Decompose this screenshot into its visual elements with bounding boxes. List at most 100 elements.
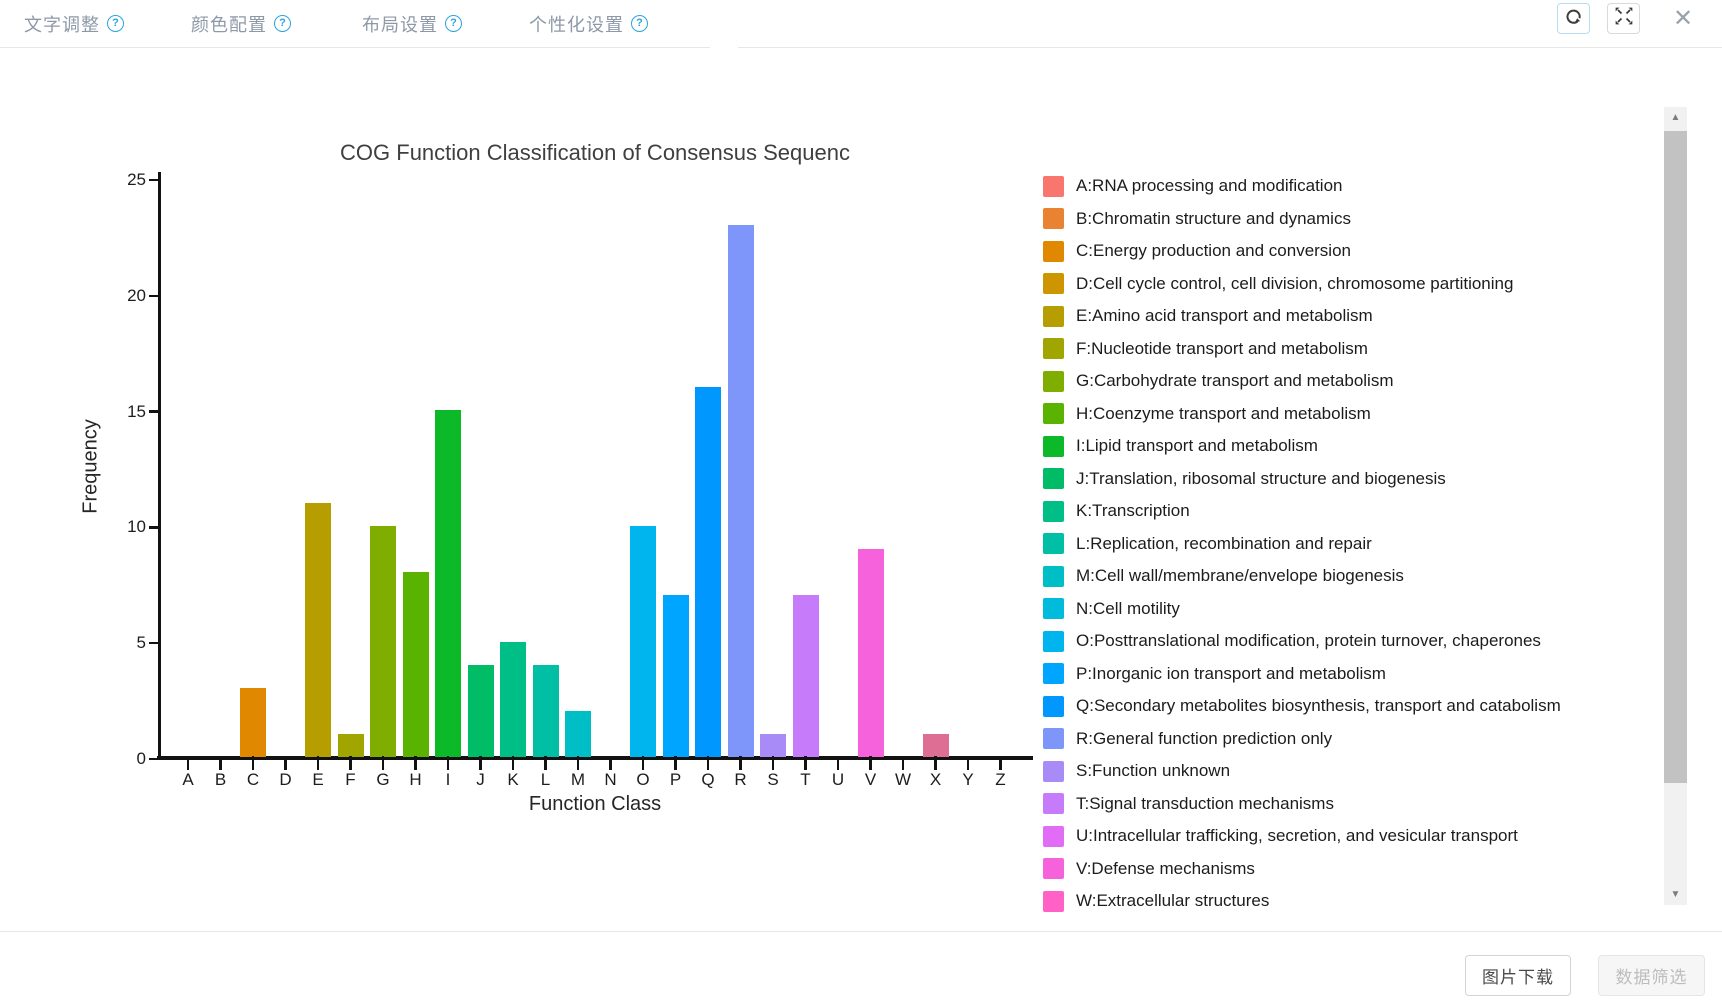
legend-item-J: J:Translation, ribosomal structure and b… <box>1043 463 1446 495</box>
legend-swatch-J <box>1043 468 1064 489</box>
bar-F <box>337 734 364 758</box>
legend-swatch-P <box>1043 663 1064 684</box>
legend-item-W: W:Extracellular structures <box>1043 885 1269 917</box>
x-category-label: E <box>312 770 324 789</box>
scroll-down-icon[interactable]: ▼ <box>1670 888 1681 900</box>
legend-swatch-S <box>1043 760 1064 782</box>
legend-swatch-F <box>1043 338 1064 359</box>
legend-item-U: U:Intracellular trafficking, secretion, … <box>1043 820 1518 852</box>
close-button[interactable]: ✕ <box>1668 3 1698 34</box>
legend-label: U:Intracellular trafficking, secretion, … <box>1076 826 1518 845</box>
help-icon[interactable]: ? <box>107 15 124 32</box>
legend-label: F:Nucleotide transport and metabolism <box>1076 338 1368 358</box>
menu-item-layout-settings-label: 布局设置 <box>362 14 438 35</box>
x-tick <box>901 756 905 770</box>
scroll-up-icon[interactable]: ▲ <box>1670 111 1681 123</box>
x-category-label: R <box>734 770 747 789</box>
legend-swatch-C <box>1043 240 1064 262</box>
x-category-label: Z <box>995 770 1006 789</box>
legend-item-B: B:Chromatin structure and dynamics <box>1043 203 1351 235</box>
x-tick <box>251 756 255 770</box>
bar-K <box>500 641 526 758</box>
x-tick <box>219 756 222 770</box>
legend-swatch-D <box>1043 273 1064 294</box>
legend-swatch-B <box>1043 208 1064 229</box>
bar-S <box>760 734 786 758</box>
legend-swatch-N <box>1043 598 1064 619</box>
x-tick <box>966 756 970 770</box>
y-tick <box>149 526 160 529</box>
legend-label: O:Posttranslational modification, protei… <box>1076 631 1541 650</box>
legend-label: R:General function prediction only <box>1076 728 1333 748</box>
x-tick <box>316 756 320 770</box>
menu-item-layout-settings[interactable]: 布局设置? <box>362 0 462 47</box>
bar-T <box>792 595 819 758</box>
x-category-label: W <box>894 770 912 789</box>
x-tick <box>284 756 287 770</box>
menu-item-personalization[interactable]: 个性化设置? <box>529 0 648 47</box>
data-filter-button: 数据筛选 <box>1598 955 1705 996</box>
legend-item-H: H:Coenzyme transport and metabolism <box>1043 398 1371 430</box>
x-tick <box>771 756 775 770</box>
legend-swatch-M <box>1043 565 1064 587</box>
bar-V <box>857 549 884 758</box>
x-tick <box>739 756 742 770</box>
legend-swatch-E <box>1043 305 1064 327</box>
help-icon[interactable]: ? <box>274 15 291 32</box>
toolbar-divider-gap <box>710 47 738 48</box>
y-tick-label: 20 <box>127 285 146 305</box>
legend-label: Q:Secondary metabolites biosynthesis, tr… <box>1076 696 1561 715</box>
legend-item-F: F:Nucleotide transport and metabolism <box>1043 333 1368 365</box>
legend-swatch-G <box>1043 370 1064 392</box>
x-tick <box>349 756 352 770</box>
x-axis-title: Function Class <box>528 793 662 815</box>
x-category-label: T <box>800 770 811 789</box>
x-category-label: V <box>864 770 877 789</box>
legend-swatch-R <box>1043 728 1064 749</box>
y-tick <box>149 294 160 298</box>
menu-item-text-adjust[interactable]: 文字调整? <box>24 0 124 47</box>
bar-O <box>630 525 656 758</box>
menu-item-color-config[interactable]: 颜色配置? <box>191 0 291 47</box>
legend-item-Q: Q:Secondary metabolites biosynthesis, tr… <box>1043 690 1561 722</box>
x-tick <box>869 756 872 770</box>
legend-label: W:Extracellular structures <box>1076 891 1270 910</box>
y-axis-title: Frequency <box>79 419 102 514</box>
scrollbar-thumb[interactable] <box>1664 131 1687 783</box>
y-axis-line <box>158 172 161 760</box>
legend-item-C: C:Energy production and conversion <box>1043 235 1351 267</box>
legend-swatch-K <box>1043 500 1064 522</box>
refresh-button[interactable] <box>1557 3 1590 34</box>
x-category-label: P <box>669 770 682 789</box>
fullscreen-button[interactable] <box>1607 3 1640 34</box>
y-tick <box>149 410 160 413</box>
y-tick <box>149 178 160 182</box>
legend-item-G: G:Carbohydrate transport and metabolism <box>1043 365 1394 397</box>
x-tick <box>706 756 710 770</box>
x-category-label: M <box>570 770 586 789</box>
legend-label: D:Cell cycle control, cell division, chr… <box>1076 273 1514 293</box>
refresh-icon <box>1564 6 1584 31</box>
help-icon[interactable]: ? <box>631 15 648 32</box>
x-category-label: B <box>214 770 227 789</box>
bar-G <box>370 525 396 758</box>
legend-item-L: L:Replication, recombination and repair <box>1043 528 1372 560</box>
legend-label: B:Chromatin structure and dynamics <box>1076 208 1351 228</box>
bar-X <box>922 734 949 758</box>
y-tick-label: 0 <box>136 749 146 768</box>
help-icon[interactable]: ? <box>445 15 462 32</box>
legend-label: C:Energy production and conversion <box>1076 241 1351 260</box>
x-category-label: H <box>409 770 422 789</box>
x-category-label: O <box>636 770 650 789</box>
legend-label: V:Defense mechanisms <box>1076 858 1255 878</box>
menu-item-text-adjust-label: 文字调整 <box>24 14 100 35</box>
legend-label: I:Lipid transport and metabolism <box>1076 436 1318 455</box>
footer-divider <box>0 931 1722 932</box>
x-tick <box>934 756 937 770</box>
legend-label: M:Cell wall/membrane/envelope biogenesis <box>1076 566 1404 585</box>
x-category-label: K <box>507 770 519 789</box>
x-category-label: F <box>345 770 356 789</box>
legend-label: K:Transcription <box>1076 501 1190 520</box>
image-download-button[interactable]: 图片下载 <box>1465 955 1571 996</box>
